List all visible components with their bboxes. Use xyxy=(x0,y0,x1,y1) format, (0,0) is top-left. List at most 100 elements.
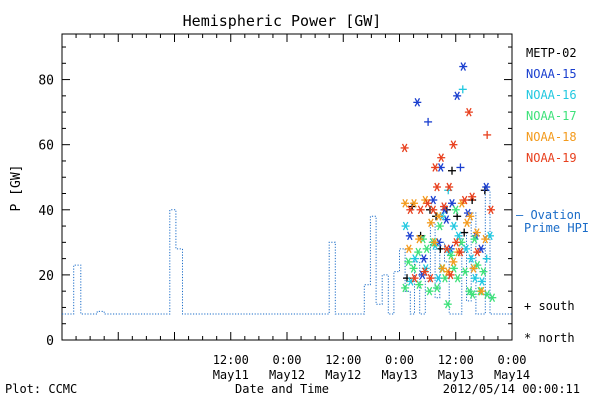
noaa-16-point xyxy=(467,254,476,263)
y-tick-label: 80 xyxy=(38,74,54,89)
noaa-18-point xyxy=(415,234,424,244)
noaa-19-point xyxy=(445,182,454,192)
noaa-15-point xyxy=(424,117,433,126)
noaa-17-point xyxy=(440,273,449,283)
noaa-19-point xyxy=(473,247,482,257)
noaa-19-point xyxy=(486,205,495,215)
noaa-17-point xyxy=(453,273,462,283)
noaa-16-point xyxy=(401,221,410,231)
x-axis-label: Date and Time xyxy=(235,382,329,396)
noaa-15-point xyxy=(482,182,491,192)
north-marker-legend: * north xyxy=(524,331,575,345)
y-tick-label: 0 xyxy=(46,334,54,349)
noaa-19-point xyxy=(464,107,473,117)
noaa-15-point xyxy=(405,231,414,241)
noaa-19-point xyxy=(452,238,461,247)
noaa-15-point xyxy=(419,254,428,263)
y-axis-label: P [GW] xyxy=(9,165,24,212)
noaa-17-point xyxy=(409,264,418,273)
y-tick-label: 20 xyxy=(38,269,54,284)
noaa-16-point xyxy=(478,277,486,286)
noaa-19-point xyxy=(483,130,492,139)
y-axis-ticks: 0 20 40 60 80 xyxy=(38,46,512,349)
noaa-17-point xyxy=(404,257,413,267)
noaa-19-point xyxy=(416,205,425,215)
noaa-16-point xyxy=(458,85,467,94)
noaa-19-point xyxy=(446,270,455,280)
noaa-17-point xyxy=(468,290,477,299)
x-tick-date-label: May14 xyxy=(494,368,530,382)
noaa-16-point xyxy=(482,254,491,263)
noaa-19-point xyxy=(433,182,441,192)
noaa-19-point xyxy=(406,205,415,215)
metp-02-point xyxy=(460,228,469,237)
x-tick-time-label: 12:00 xyxy=(438,353,474,367)
noaa-17-point xyxy=(443,299,452,309)
legend-entry: NOAA-17 xyxy=(526,109,577,123)
x-axis-ticks: 12:00May110:00May1212:00May120:00May1312… xyxy=(61,34,530,382)
legend-entry: NOAA-16 xyxy=(526,88,577,102)
x-tick-date-label: May11 xyxy=(213,368,249,382)
noaa-17-point xyxy=(433,283,441,293)
legend-entry: NOAA-18 xyxy=(526,130,577,144)
noaa-15-point xyxy=(459,62,468,71)
noaa-16-point xyxy=(470,273,479,283)
noaa-17-point xyxy=(488,293,497,302)
x-tick-time-label: 12:00 xyxy=(213,353,249,367)
plot-credit: Plot: CCMC xyxy=(5,382,77,396)
noaa-17-point xyxy=(414,247,423,257)
noaa-19-point xyxy=(410,273,419,283)
noaa-17-point xyxy=(422,244,431,254)
noaa-17-point xyxy=(425,286,434,296)
noaa-17-point xyxy=(447,251,456,260)
noaa-17-point xyxy=(479,267,488,276)
south-marker-legend: + south xyxy=(524,299,575,313)
ovation-legend-label: — Ovation xyxy=(516,208,581,222)
metp-02-point xyxy=(448,166,456,175)
noaa-19-point xyxy=(442,244,451,254)
noaa-15-point xyxy=(413,98,422,107)
noaa-18-point xyxy=(404,244,413,254)
x-tick-time-label: 12:00 xyxy=(325,353,361,367)
noaa-18-point xyxy=(430,238,439,247)
legend-entry: NOAA-15 xyxy=(526,67,577,81)
noaa-18-point xyxy=(401,198,410,208)
noaa-17-point xyxy=(415,280,424,289)
noaa-19-point xyxy=(429,205,438,215)
noaa-16-point xyxy=(449,221,458,231)
noaa-19-point xyxy=(460,195,469,205)
noaa-18-point xyxy=(466,211,475,221)
x-tick-time-label: 0:00 xyxy=(498,353,527,367)
legend-entry: NOAA-19 xyxy=(526,151,577,165)
x-tick-date-label: May13 xyxy=(381,368,417,382)
noaa-18-point xyxy=(434,211,443,221)
ovation-legend-label-2: Prime HPI xyxy=(524,221,589,235)
noaa-19-point xyxy=(400,143,409,153)
noaa-19-point xyxy=(456,247,465,257)
noaa-17-point xyxy=(435,221,444,231)
noaa-18-point xyxy=(469,264,478,273)
noaa-19-point xyxy=(431,163,440,172)
noaa-15-point xyxy=(448,198,456,208)
x-tick-date-label: May12 xyxy=(269,368,305,382)
noaa-19-point xyxy=(468,192,477,202)
legend-entry: METP-02 xyxy=(526,46,577,60)
chart-title: Hemispheric Power [GW] xyxy=(183,12,382,30)
noaa-19-point xyxy=(449,140,458,149)
satellite-points xyxy=(400,62,497,309)
y-tick-label: 40 xyxy=(38,204,54,219)
x-tick-time-label: 0:00 xyxy=(385,353,414,367)
noaa-15-point xyxy=(456,163,465,172)
x-tick-date-label: May13 xyxy=(438,368,474,382)
x-tick-date-label: May12 xyxy=(325,368,361,382)
noaa-18-point xyxy=(449,257,458,267)
noaa-19-point xyxy=(423,198,432,208)
noaa-19-point xyxy=(440,202,449,211)
noaa-17-point xyxy=(401,283,410,293)
noaa-18-point xyxy=(481,234,490,244)
noaa-19-point xyxy=(437,153,446,163)
plot-timestamp: 2012/05/14 00:00:11 xyxy=(443,382,580,396)
y-tick-label: 60 xyxy=(38,139,54,154)
plot-frame xyxy=(61,33,513,341)
